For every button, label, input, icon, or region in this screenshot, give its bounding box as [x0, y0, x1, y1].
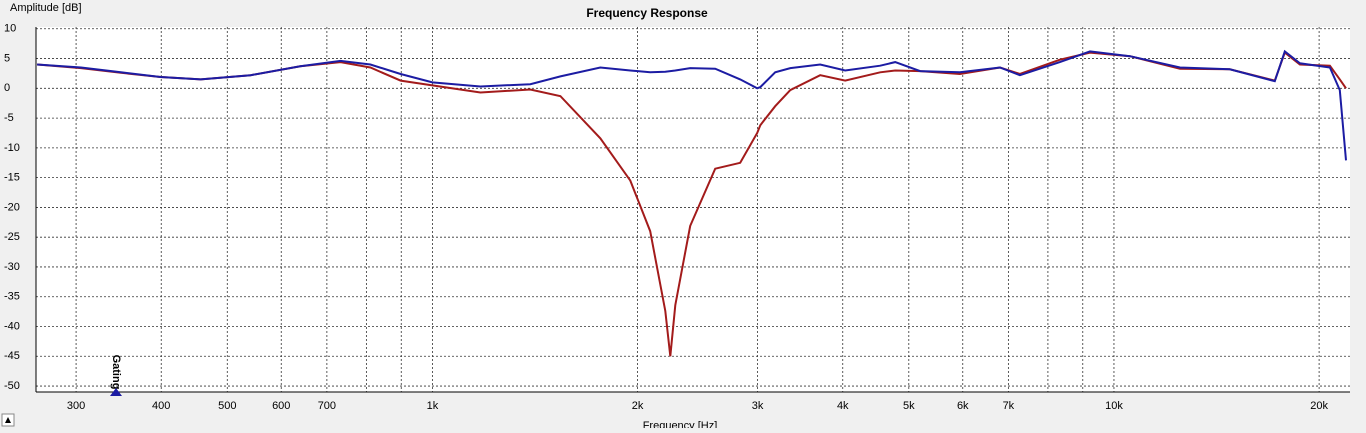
x-tick-label: 10k	[1105, 400, 1123, 412]
y-axis-label: Amplitude [dB]	[10, 2, 82, 14]
y-tick-label: -35	[4, 291, 20, 303]
x-tick-label: 5k	[903, 400, 915, 412]
chart-title: Frequency Response	[586, 6, 708, 20]
x-tick-label: 1k	[427, 400, 439, 412]
y-tick-label: -25	[4, 231, 20, 243]
x-tick-label: 500	[218, 400, 236, 412]
y-tick-label: -30	[4, 261, 20, 273]
y-tick-label: -50	[4, 380, 20, 392]
plot-area	[36, 27, 1350, 392]
y-tick-label: -45	[4, 350, 20, 362]
x-tick-label: 2k	[632, 400, 644, 412]
y-tick-label: 5	[4, 52, 10, 64]
x-tick-label: 300	[67, 400, 85, 412]
x-tick-label: 400	[152, 400, 170, 412]
x-tick-label: 6k	[957, 400, 969, 412]
x-tick-label: 3k	[752, 400, 764, 412]
gating-arrow	[110, 388, 122, 396]
y-tick-label: -20	[4, 201, 20, 213]
x-axis-label: Frequency [Hz]	[643, 420, 718, 428]
x-tick-label: 600	[272, 400, 290, 412]
x-tick-label: 20k	[1310, 400, 1328, 412]
annotation: Gating	[110, 355, 122, 390]
y-tick-label: -5	[4, 112, 14, 124]
y-tick-label: 0	[4, 82, 10, 94]
y-tick-label: -15	[4, 172, 20, 184]
scroll-arrow	[5, 417, 11, 423]
y-tick-label: 10	[4, 23, 16, 35]
gating-marker: Gating	[110, 355, 122, 390]
series-line	[37, 49, 1347, 161]
x-tick-label: 700	[318, 400, 336, 412]
x-tick-label: 7k	[1003, 400, 1015, 412]
x-tick-label: 4k	[837, 400, 849, 412]
y-tick-label: -40	[4, 320, 20, 332]
y-tick-label: -10	[4, 142, 20, 154]
